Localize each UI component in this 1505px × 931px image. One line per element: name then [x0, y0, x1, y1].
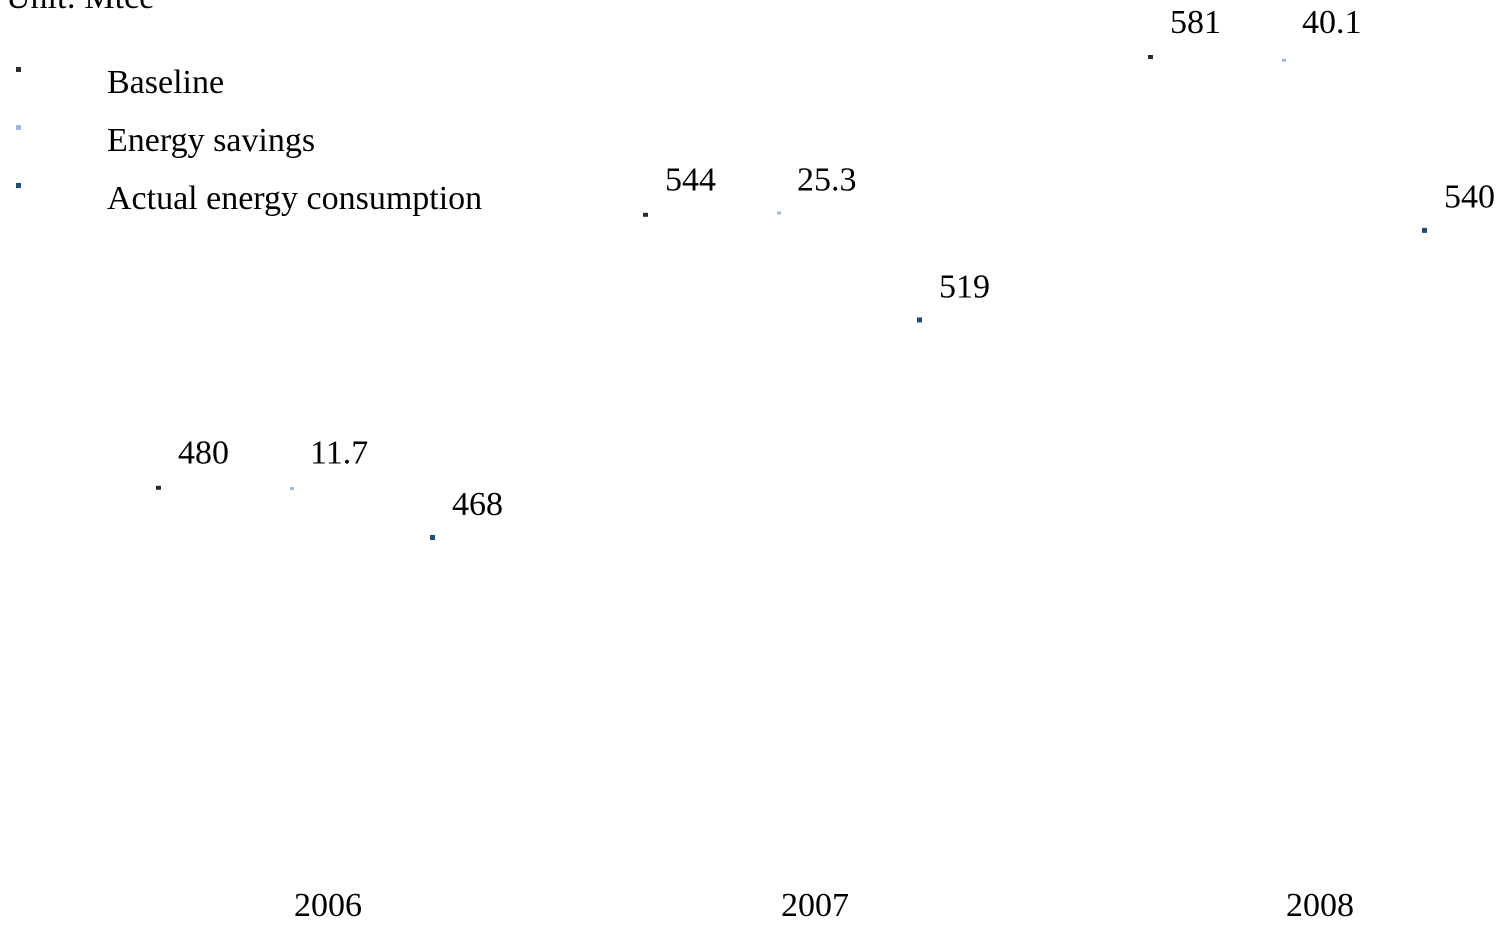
data-label: 519 — [939, 268, 990, 305]
data-label: 581 — [1170, 4, 1221, 41]
bar — [430, 535, 435, 540]
legend-marker — [16, 67, 21, 72]
legend-label: Baseline — [107, 64, 224, 101]
unit-label: Unit: Mtce — [6, 0, 154, 16]
data-label: 40.1 — [1302, 4, 1362, 41]
bar — [643, 212, 648, 217]
legend-marker — [16, 183, 21, 188]
bar — [156, 485, 161, 490]
legend-marker — [16, 125, 21, 130]
data-label: 544 — [665, 162, 716, 199]
bar — [1282, 58, 1286, 62]
x-tick-label: 2007 — [781, 887, 849, 924]
data-label: 468 — [452, 486, 503, 523]
legend-label: Actual energy consumption — [107, 180, 482, 217]
bar — [917, 317, 922, 323]
bar — [290, 487, 294, 491]
data-label: 11.7 — [310, 435, 368, 472]
data-label: 480 — [178, 435, 229, 472]
data-label: 25.3 — [797, 162, 857, 199]
x-tick-label: 2006 — [294, 887, 362, 924]
x-tick-label: 2008 — [1286, 887, 1354, 924]
bar — [1422, 227, 1427, 233]
bar — [1148, 55, 1153, 59]
bar — [777, 211, 781, 215]
data-label: 540 — [1444, 179, 1495, 216]
legend-label: Energy savings — [107, 122, 315, 159]
